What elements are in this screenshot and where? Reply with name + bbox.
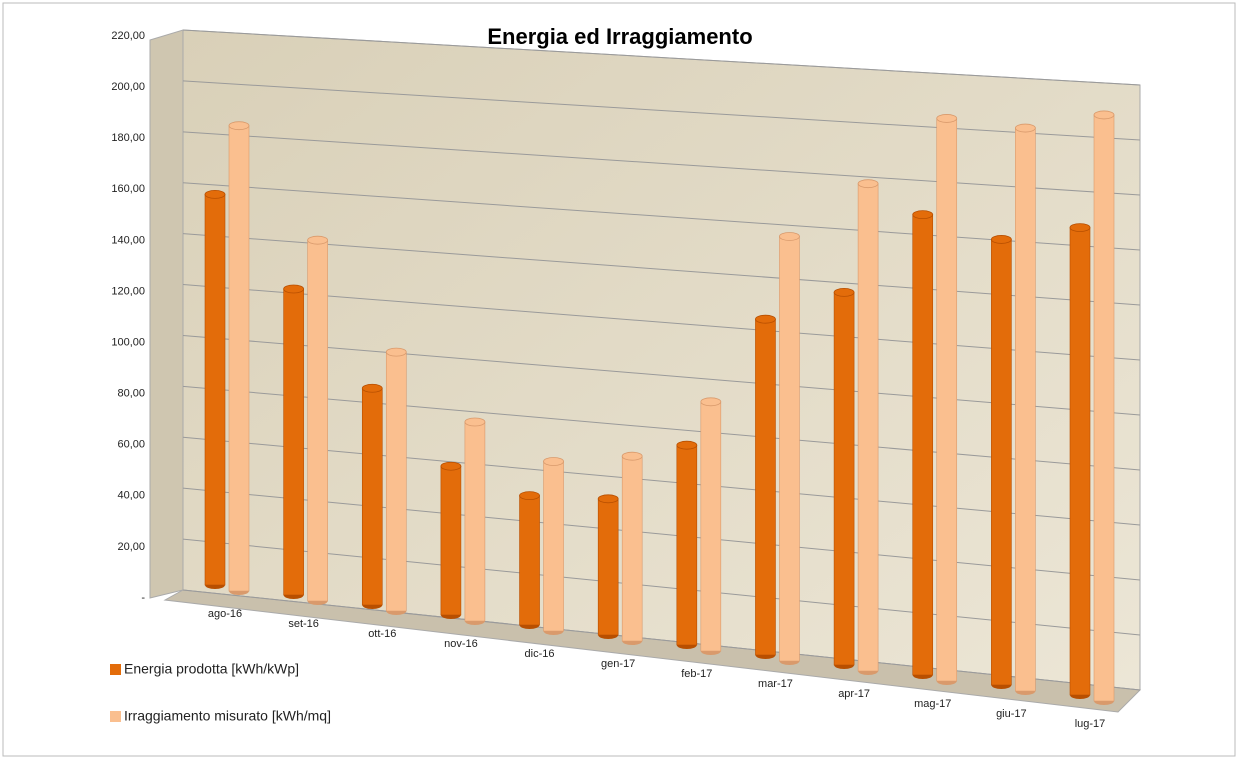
bar	[464, 421, 486, 622]
x-tick-label: feb-17	[681, 668, 712, 680]
grid-line	[182, 284, 1141, 361]
grid-line	[182, 589, 1141, 691]
bar	[936, 118, 958, 682]
grid-line	[182, 436, 1141, 526]
bar	[307, 239, 328, 602]
bar-top	[440, 461, 462, 471]
bar	[621, 455, 643, 642]
bar-top	[204, 189, 226, 199]
bar	[676, 444, 698, 646]
side-wall	[149, 29, 184, 599]
grid-line	[182, 385, 1141, 471]
bar	[755, 318, 776, 656]
bar	[857, 183, 879, 672]
bar-top	[464, 417, 486, 427]
bar	[597, 498, 619, 636]
bar	[385, 351, 407, 612]
x-tick-label: apr-17	[838, 688, 870, 700]
bar	[1015, 127, 1036, 692]
bar	[991, 239, 1012, 686]
bar-top	[621, 451, 643, 461]
legend-label: Energia prodotta [kWh/kWp]	[124, 661, 299, 677]
bar-top	[385, 347, 407, 357]
bar-top	[543, 457, 564, 466]
bar	[700, 401, 722, 652]
y-tick-label: -	[141, 592, 145, 604]
bar-top	[597, 494, 619, 504]
bar-top	[228, 121, 250, 131]
grid-line	[182, 538, 1141, 636]
grid-line	[182, 182, 1141, 251]
bar	[779, 236, 800, 662]
grid-line	[182, 233, 1141, 306]
y-tick-label: 140,00	[111, 234, 145, 246]
y-tick-label: 40,00	[117, 490, 145, 502]
bar-top	[361, 383, 383, 393]
x-tick-label: dic-16	[525, 648, 555, 660]
y-tick-label: 60,00	[117, 439, 145, 451]
x-tick-label: mag-17	[914, 698, 951, 710]
legend-swatch	[110, 664, 121, 675]
bar	[543, 461, 564, 632]
y-tick-label: 160,00	[111, 183, 145, 195]
bar-top	[833, 287, 855, 297]
bar	[1069, 227, 1091, 696]
y-tick-label: 120,00	[111, 285, 145, 297]
bar-top	[990, 235, 1012, 244]
grid-line	[182, 29, 1141, 86]
grid-line	[182, 334, 1141, 416]
bar-top	[936, 114, 958, 123]
bar	[1093, 114, 1115, 702]
y-tick-label: 220,00	[111, 30, 145, 42]
legend-swatch	[110, 711, 121, 722]
bar	[228, 125, 250, 592]
bar-top	[283, 284, 305, 294]
bar	[912, 214, 934, 676]
x-tick-label: ott-16	[368, 628, 396, 640]
bar	[519, 495, 540, 626]
x-tick-label: ago-16	[208, 608, 242, 620]
y-tick-label: 100,00	[111, 336, 145, 348]
y-tick-label: 200,00	[111, 81, 145, 93]
bar-top	[779, 232, 800, 241]
bar-top	[519, 491, 540, 501]
y-tick-label: 20,00	[117, 541, 145, 553]
x-tick-label: nov-16	[444, 638, 478, 650]
chart-title: Energia ed Irraggiamento	[487, 24, 752, 49]
grid-line	[182, 80, 1141, 141]
bar-top	[1069, 223, 1091, 233]
x-tick-label: gen-17	[601, 658, 635, 670]
grid-line	[182, 487, 1141, 581]
grid-line	[182, 131, 1141, 196]
bar-top	[755, 314, 776, 324]
bar-top	[307, 235, 329, 245]
bar-top	[700, 397, 722, 407]
bar-top	[676, 440, 698, 450]
x-tick-label: giu-17	[996, 708, 1027, 720]
bar	[440, 465, 462, 616]
y-tick-label: 180,00	[111, 132, 145, 144]
bar	[361, 387, 383, 606]
legend-label: Irraggiamento misurato [kWh/mq]	[124, 708, 331, 724]
bar-top	[1014, 123, 1036, 133]
bar	[204, 194, 226, 586]
y-tick-label: 80,00	[117, 388, 145, 400]
x-tick-label: lug-17	[1075, 718, 1106, 730]
bar-top	[1093, 110, 1115, 120]
bar	[833, 292, 855, 666]
x-tick-label: set-16	[288, 618, 319, 630]
bar-top	[857, 179, 879, 189]
x-tick-label: mar-17	[758, 678, 793, 690]
bar	[283, 288, 304, 596]
bar-top	[912, 210, 934, 220]
